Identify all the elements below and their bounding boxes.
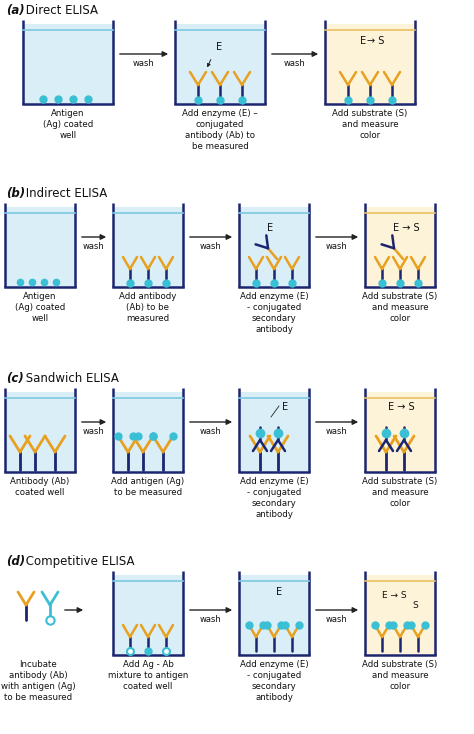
Text: Add Ag - Ab
mixture to antigen
coated well: Add Ag - Ab mixture to antigen coated we… [108, 660, 188, 691]
Bar [113, 392, 183, 472]
Text: Add substrate (S)
and measure
color: Add substrate (S) and measure color [363, 477, 438, 508]
Text: wash: wash [284, 59, 306, 68]
Text: wash: wash [200, 427, 222, 436]
Text: → S: → S [367, 36, 384, 46]
Text: E → S: E → S [388, 402, 415, 412]
Text: Add antigen (Ag)
to be measured: Add antigen (Ag) to be measured [111, 477, 184, 497]
Bar [239, 392, 309, 472]
Text: (c): (c) [6, 372, 24, 385]
Text: (b): (b) [6, 187, 25, 200]
Bar [325, 24, 415, 104]
Text: Add antibody
(Ab) to be
measured: Add antibody (Ab) to be measured [119, 292, 177, 323]
Text: wash: wash [83, 242, 105, 251]
Bar [175, 24, 265, 104]
Text: Sandwich ELISA: Sandwich ELISA [22, 372, 119, 385]
Text: E: E [360, 36, 366, 46]
Bar [5, 392, 75, 472]
Bar [113, 207, 183, 287]
Text: wash: wash [133, 59, 155, 68]
Text: E: E [276, 587, 282, 597]
Bar [113, 575, 183, 655]
Text: (a): (a) [6, 4, 25, 17]
Bar [239, 575, 309, 655]
Text: E → S: E → S [393, 223, 420, 233]
Text: Add enzyme (E) –
conjugated
antibody (Ab) to
be measured: Add enzyme (E) – conjugated antibody (Ab… [182, 109, 258, 151]
Text: Incubate
antibody (Ab)
with antigen (Ag)
to be measured: Incubate antibody (Ab) with antigen (Ag)… [0, 660, 75, 702]
Text: Add substrate (S)
and measure
color: Add substrate (S) and measure color [332, 109, 408, 140]
Text: Add substrate (S)
and measure
color: Add substrate (S) and measure color [363, 660, 438, 691]
Bar [365, 207, 435, 287]
Text: Antigen
(Ag) coated
well: Antigen (Ag) coated well [15, 292, 65, 323]
Bar [239, 207, 309, 287]
Bar [365, 575, 435, 655]
Bar [23, 24, 113, 104]
Text: Competitive ELISA: Competitive ELISA [22, 555, 135, 568]
Bar [5, 207, 75, 287]
Text: Antibody (Ab)
coated well: Antibody (Ab) coated well [10, 477, 70, 497]
Bar [365, 392, 435, 472]
Text: E: E [267, 223, 273, 233]
Text: wash: wash [200, 615, 222, 624]
Text: wash: wash [326, 615, 348, 624]
Text: Antigen
(Ag) coated
well: Antigen (Ag) coated well [43, 109, 93, 140]
Text: Add substrate (S)
and measure
color: Add substrate (S) and measure color [363, 292, 438, 323]
Text: E → S: E → S [382, 591, 407, 600]
Text: wash: wash [326, 427, 348, 436]
Text: wash: wash [326, 242, 348, 251]
Text: Add enzyme (E)
- conjugated
secondary
antibody: Add enzyme (E) - conjugated secondary an… [240, 660, 308, 702]
Text: Add enzyme (E)
- conjugated
secondary
antibody: Add enzyme (E) - conjugated secondary an… [240, 292, 308, 334]
Text: S: S [412, 601, 418, 610]
Text: Add enzyme (E)
- conjugated
secondary
antibody: Add enzyme (E) - conjugated secondary an… [240, 477, 308, 519]
Text: Direct ELISA: Direct ELISA [22, 4, 99, 17]
Text: E: E [282, 402, 288, 412]
Text: (d): (d) [6, 555, 25, 568]
Text: E: E [216, 42, 222, 52]
Text: wash: wash [200, 242, 222, 251]
Text: wash: wash [83, 427, 105, 436]
Text: Indirect ELISA: Indirect ELISA [22, 187, 108, 200]
